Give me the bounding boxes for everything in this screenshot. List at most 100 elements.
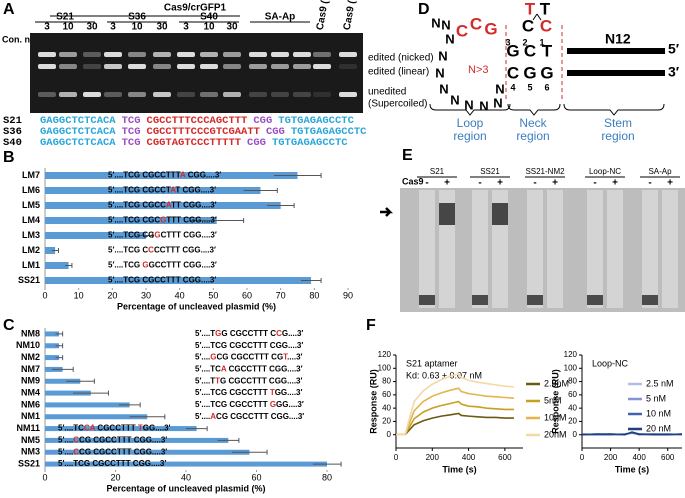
- annotation-part: G: [160, 216, 166, 225]
- gel-band: [153, 64, 171, 69]
- error-bar: [267, 203, 295, 208]
- error-bar: [273, 173, 322, 178]
- annotation-part: G CGCCTTT CGG....3′: [220, 376, 302, 385]
- legend-label: 20nM: [544, 429, 567, 439]
- annotation: 5′....CCG CGCCTTT CGG....3′: [58, 436, 167, 445]
- region-label: Stem: [604, 116, 632, 130]
- annotation-part: T: [215, 376, 220, 385]
- bar: [45, 390, 91, 396]
- top-base: C: [522, 16, 534, 35]
- gel-band: [249, 64, 267, 69]
- annotation-part: 5′....TCG: [108, 261, 142, 270]
- gel-band: [38, 64, 56, 69]
- annotation-part: TT CGG....3′: [171, 201, 217, 210]
- gel-band: [642, 295, 658, 305]
- annotation-part: CG CGCCTTT CGG....3′: [216, 412, 304, 421]
- annotation-part: 5′....TCG CGCCTTT: [108, 171, 181, 180]
- sign: -: [593, 178, 596, 189]
- gel-band: [313, 64, 331, 69]
- bar: [45, 414, 148, 420]
- neck-base: G: [540, 63, 553, 82]
- gel-band: [492, 203, 508, 225]
- x-axis-title: Percentage of uncleaved plasmid (%): [106, 483, 265, 493]
- top-base: T: [540, 0, 551, 18]
- x-tick-label: 200: [604, 453, 618, 462]
- loop-base: N: [445, 31, 454, 46]
- loop-base: N: [441, 17, 450, 32]
- x-axis-title: Time (s): [615, 464, 649, 474]
- lane-label: 3: [44, 22, 50, 33]
- sign: -: [478, 178, 481, 189]
- position: 4: [510, 82, 515, 92]
- annotation-part: 5′....TCG CGCCTTT: [195, 388, 270, 397]
- stem-bar: [567, 70, 665, 76]
- x-tick-label: 90: [343, 290, 353, 300]
- legend-label: 5 nM: [646, 393, 666, 403]
- seq-part: TCG: [122, 115, 141, 127]
- gel-band: [339, 92, 357, 97]
- category-label: LM2: [22, 245, 40, 255]
- error-bar: [66, 378, 95, 384]
- lane-label: 10: [203, 22, 215, 33]
- error-bar: [55, 343, 64, 349]
- annotation-part: T CGG....3′: [175, 186, 216, 195]
- error-bar: [300, 278, 322, 283]
- lane-label: SS21: [480, 167, 500, 176]
- gel-band: [249, 52, 267, 57]
- annotation-part: A: [166, 201, 172, 210]
- gel-band: [419, 295, 435, 305]
- annotation: 5′....TCG GGCCTTT CGG....3′: [108, 261, 217, 270]
- sign: +: [497, 178, 503, 189]
- gel-band: [223, 64, 241, 69]
- loop-base: N: [439, 81, 448, 96]
- lane-label: SS21-NM2: [525, 167, 565, 176]
- region-label: region: [453, 129, 486, 143]
- sequence: GAGGCTCTCACA TCG CGCCTTTCCCAGCTTT CGG TGTGAG…: [40, 115, 355, 127]
- lane-label: SA-Ap: [648, 167, 672, 176]
- caret: [532, 13, 538, 21]
- legend-label: 10 nM: [646, 408, 671, 418]
- seq-part: CGCCTTTCCCAGCTTT: [147, 115, 248, 127]
- category-label: LM5: [22, 200, 40, 210]
- annotation-part: G CGCCTTT C: [221, 329, 276, 338]
- sign: -: [533, 178, 536, 189]
- sequence: GAGGCTCTCACA TCG CGGTAGTCCCTTTTT CGG TGTGAGA…: [40, 137, 348, 149]
- error-bar: [73, 390, 109, 396]
- gel-band: [38, 92, 56, 97]
- gel-band: [293, 92, 311, 97]
- category-label: LM6: [22, 185, 40, 195]
- x-tick-label: 40: [181, 472, 191, 482]
- region-label: region: [601, 129, 634, 143]
- error-bar: [55, 355, 64, 361]
- annotation: 5′....TCG CGCCTTT CGG....3′: [58, 459, 166, 468]
- panel-label: D: [418, 1, 430, 18]
- y-tick-label: 60: [568, 390, 577, 399]
- gel-band: [293, 52, 311, 57]
- lane-label: 3: [110, 22, 116, 33]
- lane-label: 10: [62, 22, 74, 33]
- error-bar: [186, 426, 208, 432]
- conc-label: Con. nM: [2, 34, 38, 44]
- caret: [536, 13, 542, 21]
- annotation-part: CTTT CGG....3′: [161, 231, 217, 240]
- seq-name: S21: [3, 115, 22, 127]
- seq-part: TCG: [122, 137, 141, 149]
- error-bar: [119, 402, 141, 408]
- gel-band: [177, 64, 195, 69]
- error-bar: [217, 437, 240, 443]
- x-tick-label: 60: [251, 472, 261, 482]
- lane-label: Loop-NC: [589, 167, 621, 176]
- gel-band: [527, 295, 543, 305]
- annotation: 5′....TCCA CGCCTTT TGG....3′: [58, 424, 171, 433]
- gel-lane: [662, 190, 678, 308]
- neck-base: G: [506, 41, 519, 60]
- annotation: Kd: 0.63 ± 0.07 nM: [406, 370, 482, 380]
- category-label: NM7: [21, 364, 40, 374]
- gel-band: [104, 52, 122, 57]
- annotation: 5′....TTG CGCCTTT CGG....3′: [195, 376, 302, 385]
- error-bar: [55, 331, 64, 337]
- annotation-part: 5′....TCG CGCC: [108, 201, 166, 210]
- gel-band: [83, 64, 101, 69]
- y-tick-label: 0: [573, 430, 578, 439]
